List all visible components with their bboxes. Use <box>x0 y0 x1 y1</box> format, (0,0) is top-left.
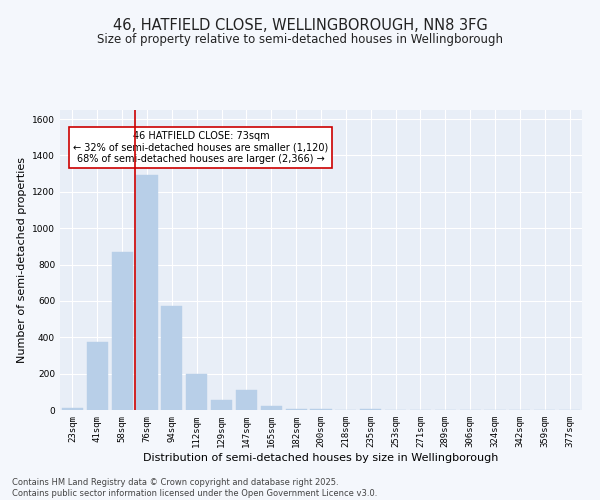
Bar <box>87 342 108 410</box>
Bar <box>136 176 158 410</box>
Y-axis label: Number of semi-detached properties: Number of semi-detached properties <box>17 157 26 363</box>
Bar <box>286 409 307 410</box>
Text: 46, HATFIELD CLOSE, WELLINGBOROUGH, NN8 3FG: 46, HATFIELD CLOSE, WELLINGBOROUGH, NN8 … <box>113 18 487 32</box>
Bar <box>112 252 133 410</box>
Text: Contains HM Land Registry data © Crown copyright and database right 2025.
Contai: Contains HM Land Registry data © Crown c… <box>12 478 377 498</box>
Bar <box>236 390 257 410</box>
Text: Size of property relative to semi-detached houses in Wellingborough: Size of property relative to semi-detach… <box>97 32 503 46</box>
Bar <box>186 374 207 410</box>
Bar <box>62 408 83 410</box>
Bar <box>310 409 332 410</box>
Text: 46 HATFIELD CLOSE: 73sqm
← 32% of semi-detached houses are smaller (1,120)
68% o: 46 HATFIELD CLOSE: 73sqm ← 32% of semi-d… <box>73 131 329 164</box>
Bar <box>161 306 182 410</box>
Bar <box>211 400 232 410</box>
Bar <box>261 406 282 410</box>
X-axis label: Distribution of semi-detached houses by size in Wellingborough: Distribution of semi-detached houses by … <box>143 452 499 462</box>
